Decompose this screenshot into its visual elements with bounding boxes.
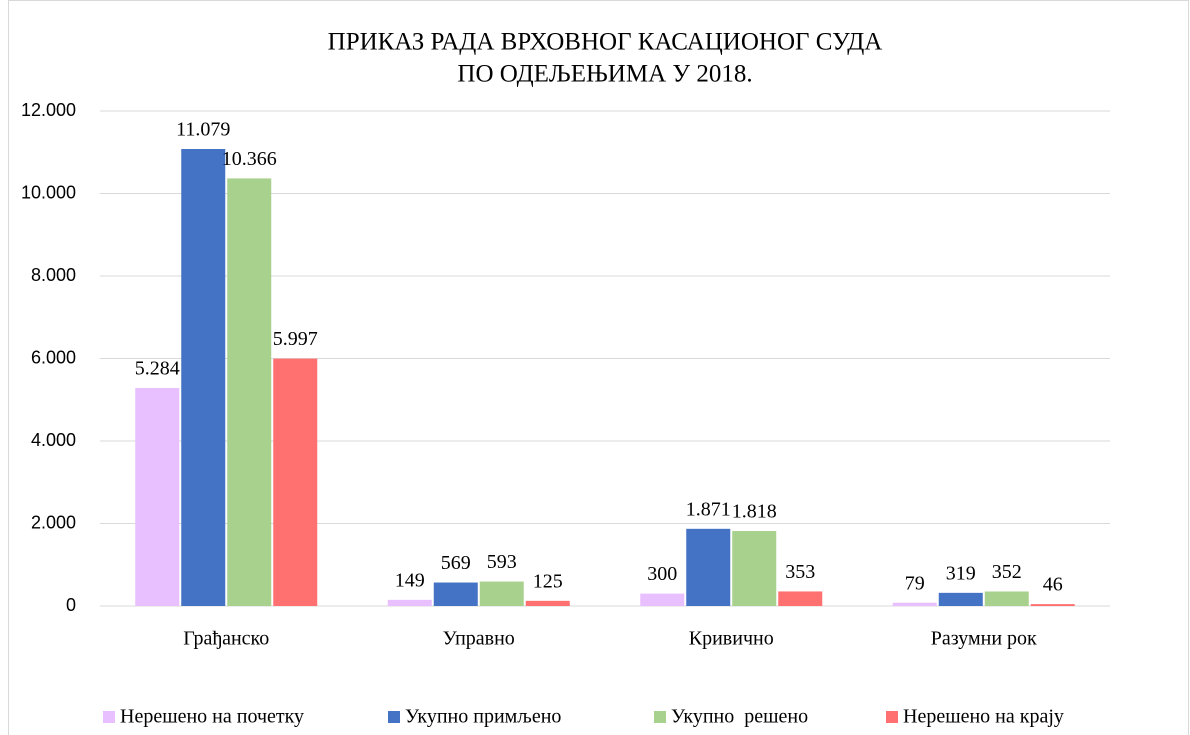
bar	[387, 599, 432, 606]
legend-swatch	[654, 711, 666, 723]
bar	[732, 531, 777, 606]
bar	[479, 581, 524, 606]
data-label: 352	[992, 561, 1022, 583]
y-tick-label: 4.000	[31, 430, 76, 450]
bar	[686, 528, 731, 606]
data-label: 149	[395, 569, 425, 591]
data-label: 1.871	[686, 498, 731, 520]
data-label: 79	[905, 572, 925, 594]
data-label: 11.079	[176, 119, 230, 141]
bar	[778, 591, 823, 606]
data-label: 593	[487, 551, 517, 573]
x-tick-label: Кривично	[689, 628, 774, 650]
x-tick-label: Грађанско	[183, 628, 269, 650]
legend-label: Нерешено на почетку	[120, 706, 304, 728]
y-tick-label: 12.000	[21, 100, 76, 120]
legend-label: Укупно решено	[671, 706, 808, 728]
chart-title: ПО ОДЕЉЕЊИМА У 2018.	[457, 61, 752, 88]
data-label: 300	[647, 563, 677, 585]
y-tick-label: 6.000	[31, 347, 76, 367]
bar	[892, 602, 937, 606]
bar	[984, 591, 1029, 606]
data-label: 10.366	[222, 148, 277, 170]
bar	[135, 388, 180, 606]
data-label: 5.997	[273, 328, 318, 350]
legend-swatch	[886, 711, 898, 723]
y-tick-label: 2.000	[31, 512, 76, 532]
data-label: 5.284	[135, 358, 180, 380]
bar	[640, 593, 685, 606]
y-tick-label: 10.000	[21, 182, 76, 202]
bar	[227, 178, 272, 606]
x-tick-label: Управно	[443, 628, 515, 650]
x-tick-label: Разумни рок	[931, 628, 1037, 650]
bar	[273, 358, 318, 606]
bar	[181, 148, 226, 606]
y-tick-label: 0	[66, 595, 76, 615]
data-label: 46	[1043, 574, 1063, 596]
chart-title: ПРИКАЗ РАДА ВРХОВНОГ КАСАЦИОНОГ СУДА	[328, 29, 883, 56]
data-label: 1.818	[732, 501, 777, 523]
data-label: 125	[533, 570, 563, 592]
legend-label: Укупно примљено	[405, 706, 561, 728]
data-label: 569	[441, 552, 471, 574]
legend-swatch	[388, 711, 400, 723]
bar	[525, 600, 570, 606]
y-tick-label: 8.000	[31, 265, 76, 285]
data-label: 319	[946, 562, 976, 584]
bar	[938, 592, 983, 606]
bar	[433, 582, 478, 606]
bar	[1030, 604, 1075, 606]
data-label: 353	[785, 561, 815, 583]
legend-swatch	[103, 711, 115, 723]
legend-label: Нерешено на крају	[903, 706, 1064, 728]
